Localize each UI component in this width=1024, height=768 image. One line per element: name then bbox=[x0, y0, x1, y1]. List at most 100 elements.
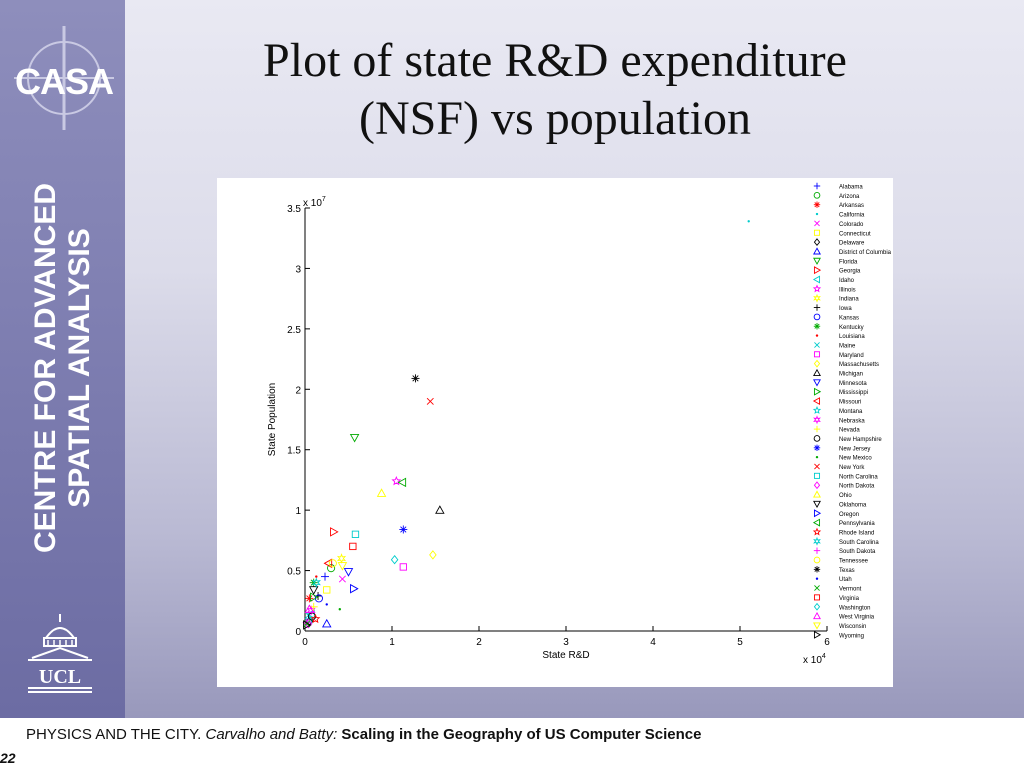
legend-marker bbox=[813, 566, 821, 573]
x-tick-label: 5 bbox=[737, 637, 743, 648]
legend-marker bbox=[813, 435, 821, 442]
legend-marker bbox=[813, 425, 821, 433]
legend-marker bbox=[813, 313, 821, 321]
data-point bbox=[323, 586, 331, 594]
data-point bbox=[747, 220, 750, 223]
data-point bbox=[338, 608, 341, 611]
data-point bbox=[337, 562, 348, 571]
data-points bbox=[302, 220, 750, 630]
x-tick-label: 4 bbox=[650, 637, 656, 648]
legend-label: Massachusetts bbox=[839, 362, 879, 368]
data-point bbox=[323, 558, 333, 569]
legend-marker bbox=[813, 238, 821, 247]
legend-marker bbox=[813, 481, 821, 490]
legend-label: South Dakota bbox=[839, 549, 876, 555]
x-tick-label: 1 bbox=[389, 637, 395, 648]
footer-part2: Carvalho and Batty: bbox=[205, 726, 338, 743]
data-point bbox=[310, 613, 321, 624]
y-tick-label: 0 bbox=[295, 627, 301, 638]
data-point bbox=[338, 575, 346, 583]
sidebar-title-line1: CENTRE FOR ADVANCED bbox=[29, 182, 62, 554]
x-tick-label: 2 bbox=[476, 637, 482, 648]
data-point bbox=[307, 612, 317, 621]
y-tick-label: 0.5 bbox=[287, 567, 301, 578]
y-tick-label: 3 bbox=[295, 264, 301, 275]
legend-label: West Virginia bbox=[839, 615, 875, 621]
data-point bbox=[376, 488, 387, 497]
legend-marker bbox=[813, 323, 821, 330]
footer-part3: Scaling in the Geography of US Computer … bbox=[341, 726, 702, 743]
legend-marker bbox=[813, 611, 821, 620]
data-point bbox=[343, 568, 354, 577]
y-axis-label: State Population bbox=[267, 383, 278, 456]
data-point bbox=[397, 477, 407, 488]
legend-label: Maine bbox=[839, 343, 856, 349]
legend-marker bbox=[815, 212, 819, 216]
legend-label: New Hampshire bbox=[839, 437, 882, 443]
legend-label: North Carolina bbox=[839, 474, 878, 480]
legend-marker bbox=[813, 594, 821, 601]
legend-label: Texas bbox=[839, 568, 855, 574]
legend-label: Delaware bbox=[839, 241, 865, 247]
data-point bbox=[308, 586, 319, 595]
legend-label: Iowa bbox=[839, 306, 852, 312]
legend-label: Colorado bbox=[839, 222, 864, 228]
legend-label: Pennsylvania bbox=[839, 521, 875, 527]
casa-logo-text: CASA bbox=[15, 61, 114, 102]
y-tick-label: 1.5 bbox=[287, 446, 301, 457]
legend-label: New Mexico bbox=[839, 456, 872, 462]
scatter-chart: 0 1 2 3 4 5 6 0 0.5 1 1.5 2 2.5 3 3.5x 107 x 104 State R… bbox=[267, 182, 892, 666]
casa-logo: CASA bbox=[14, 26, 114, 130]
legend-marker bbox=[812, 284, 822, 293]
legend-marker bbox=[813, 602, 821, 611]
data-point bbox=[328, 559, 337, 568]
crosshair-icon bbox=[14, 26, 114, 130]
legend-label: Wisconsin bbox=[839, 624, 866, 630]
legend-label: Alabama bbox=[839, 185, 863, 191]
y-tick-label: 1 bbox=[295, 506, 301, 517]
legend-label: Virginia bbox=[839, 596, 860, 602]
footer-citation: PHYSICS AND THE CITY. Carvalho and Batty… bbox=[26, 726, 702, 743]
legend-label: Wyoming bbox=[839, 633, 864, 639]
legend-label: Florida bbox=[839, 259, 858, 265]
legend-marker bbox=[812, 518, 821, 527]
footer: PHYSICS AND THE CITY. Carvalho and Batty… bbox=[0, 718, 1024, 768]
legend-marker bbox=[813, 182, 821, 190]
data-point bbox=[305, 594, 314, 603]
legend-label: Utah bbox=[839, 577, 852, 583]
legend-label: Michigan bbox=[839, 372, 863, 378]
legend-label: South Carolina bbox=[839, 540, 879, 546]
legend-marker bbox=[813, 490, 821, 498]
slide-title-line1: Plot of state R&D expenditure bbox=[263, 34, 847, 87]
legend-marker bbox=[815, 577, 819, 580]
slide-title: Plot of state R&D expenditure (NSF) vs p… bbox=[150, 32, 960, 148]
footer-part1: PHYSICS AND THE CITY. bbox=[26, 726, 202, 743]
data-point bbox=[310, 592, 319, 602]
legend-marker bbox=[813, 547, 821, 554]
legend-label: California bbox=[839, 213, 865, 219]
sidebar-title: CENTRE FOR ADVANCED SPATIAL ANALYSIS bbox=[29, 183, 97, 553]
legend-label: Arkansas bbox=[839, 203, 864, 209]
x-tick-label: 3 bbox=[563, 637, 569, 648]
legend-marker bbox=[815, 334, 819, 337]
sidebar: CASA CENTRE FOR ADVANCED SPATIAL ANALYSI… bbox=[0, 0, 125, 718]
legend-label: Connecticut bbox=[839, 231, 871, 237]
legend-label: Nevada bbox=[839, 428, 860, 434]
data-point bbox=[325, 603, 328, 606]
legend-marker bbox=[813, 293, 821, 303]
legend-marker bbox=[812, 406, 822, 414]
legend-marker bbox=[815, 455, 819, 459]
legend-marker bbox=[813, 229, 821, 236]
legend-marker bbox=[813, 509, 822, 518]
data-point bbox=[304, 604, 315, 613]
legend-marker bbox=[813, 630, 822, 639]
y-multiplier: x 107 bbox=[303, 196, 326, 209]
ucl-logo: UCL bbox=[28, 614, 92, 693]
legend-marker bbox=[813, 444, 821, 451]
data-point bbox=[399, 525, 408, 534]
legend-marker bbox=[813, 304, 821, 311]
data-point bbox=[309, 602, 318, 611]
legend-marker bbox=[813, 257, 821, 265]
legend-marker bbox=[813, 192, 821, 199]
data-point bbox=[315, 575, 318, 578]
